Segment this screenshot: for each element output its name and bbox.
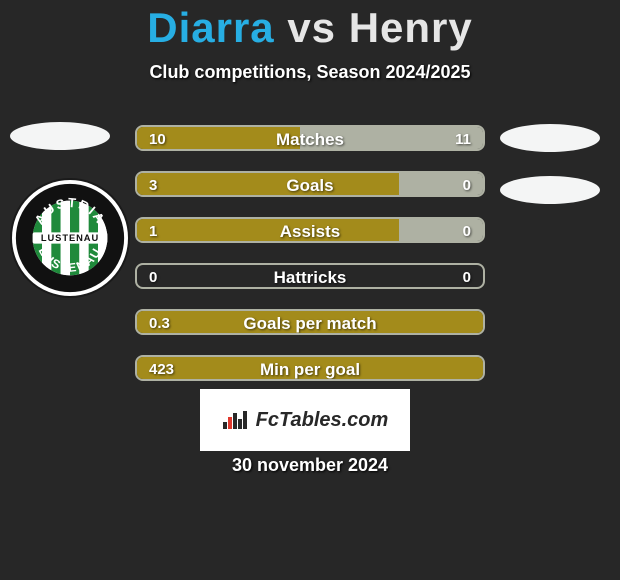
stat-value-right: 0	[463, 219, 471, 243]
lustenau-badge-icon: AUSTRIA LUSTENAU LUSTENAU	[14, 182, 126, 294]
stat-label: Assists	[137, 219, 483, 243]
date-text: 30 november 2024	[0, 455, 620, 476]
stat-label: Goals	[137, 173, 483, 197]
stat-value-left: 0	[149, 265, 157, 289]
stat-value-left: 1	[149, 219, 157, 243]
player1-avatar-placeholder	[10, 122, 110, 150]
title-player1: Diarra	[147, 4, 274, 51]
subtitle: Club competitions, Season 2024/2025	[0, 62, 620, 83]
page-title: Diarra vs Henry	[0, 0, 620, 52]
stat-value-right: 0	[463, 173, 471, 197]
stat-row: Goals per match0.3	[135, 309, 485, 335]
stat-row: Hattricks0 0	[135, 263, 485, 289]
logo-text: FcTables.com	[256, 409, 389, 432]
player2-avatar-placeholder	[500, 124, 600, 152]
fctables-logo: FcTables.com	[200, 389, 410, 451]
stat-value-left: 0.3	[149, 311, 170, 335]
stat-row: Matches10 11	[135, 125, 485, 151]
title-player2: Henry	[349, 4, 473, 51]
bar-chart-icon	[222, 409, 250, 431]
stat-label: Goals per match	[137, 311, 483, 335]
svg-text:LUSTENAU: LUSTENAU	[41, 233, 99, 243]
title-vs: vs	[287, 4, 336, 51]
stat-label: Hattricks	[137, 265, 483, 289]
player2-club-badge-placeholder	[500, 176, 600, 204]
stat-value-left: 10	[149, 127, 166, 151]
stat-value-left: 423	[149, 357, 174, 381]
player1-club-badge: AUSTRIA LUSTENAU LUSTENAU	[10, 178, 130, 298]
stat-value-right: 11	[455, 127, 471, 151]
stat-label: Min per goal	[137, 357, 483, 381]
stat-row: Assists1 0	[135, 217, 485, 243]
stat-value-right: 0	[463, 265, 471, 289]
stat-label: Matches	[137, 127, 483, 151]
logo-inner: FcTables.com	[222, 409, 389, 432]
stat-row: Goals3 0	[135, 171, 485, 197]
stat-row: Min per goal423	[135, 355, 485, 381]
stat-value-left: 3	[149, 173, 157, 197]
stats-container: Matches1011Goals30Assists10Hattricks00Go…	[135, 125, 485, 401]
